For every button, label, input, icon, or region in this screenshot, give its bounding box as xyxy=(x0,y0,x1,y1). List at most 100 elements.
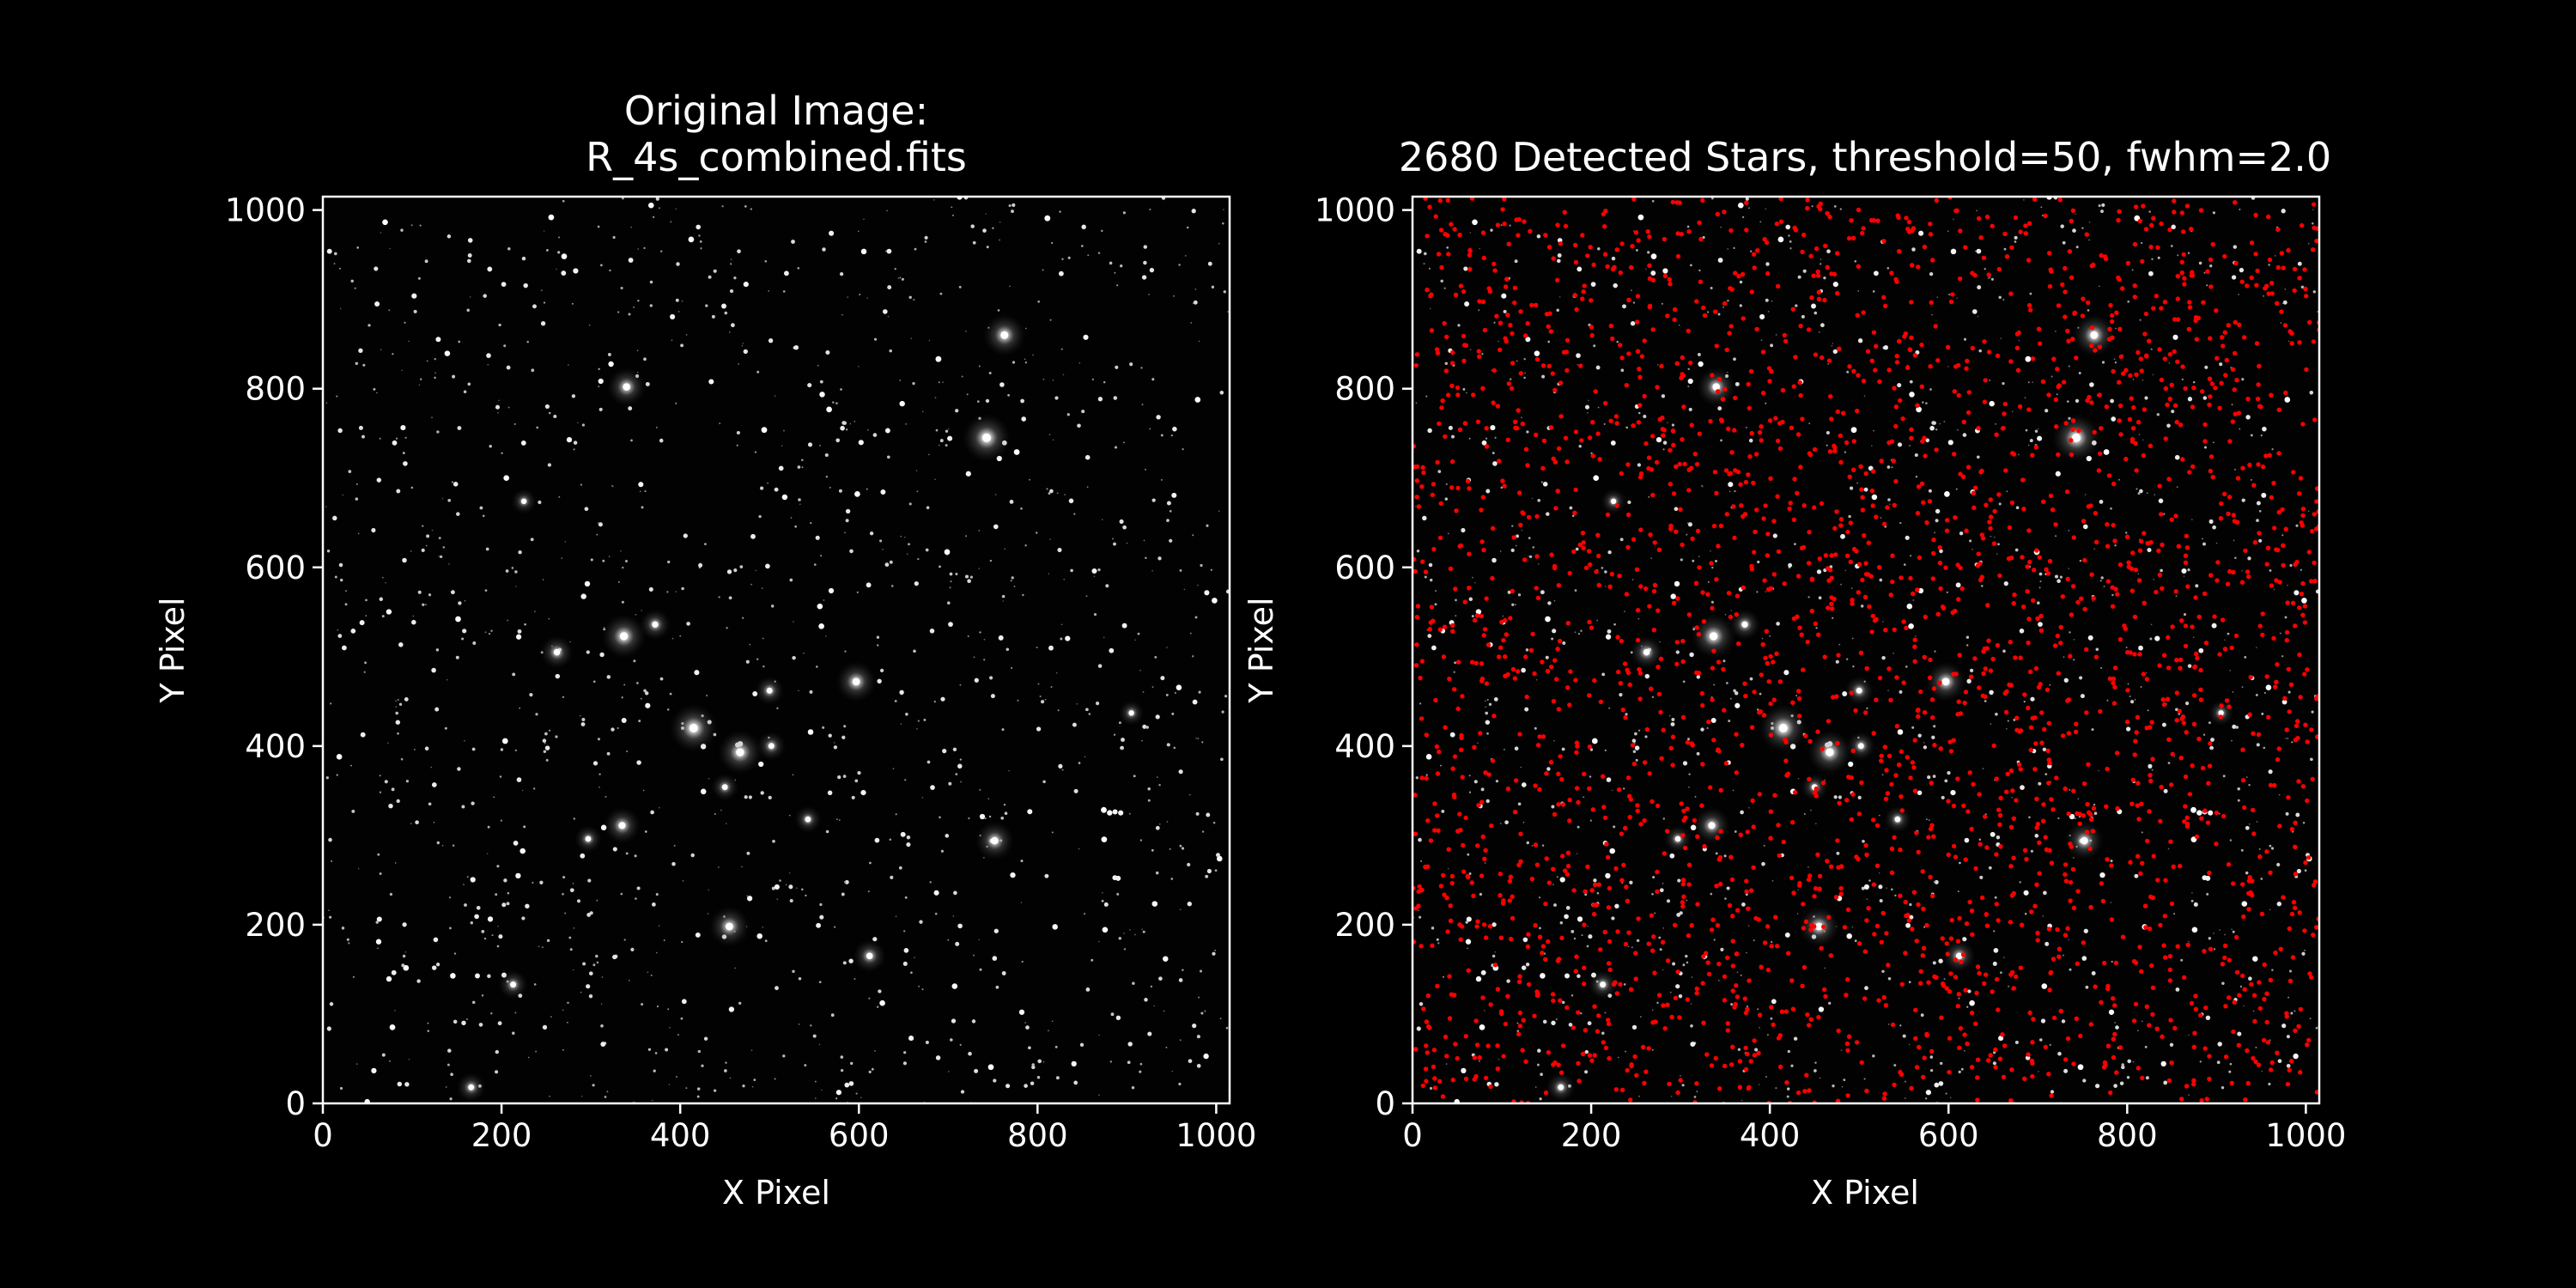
detected-star-marker xyxy=(2166,665,2172,671)
detected-star-marker xyxy=(1747,454,1753,459)
faint-star xyxy=(1606,777,1612,782)
detected-star-marker xyxy=(1516,233,1521,238)
faint-star xyxy=(1113,396,1118,400)
faint-star xyxy=(798,690,799,692)
detected-star-marker xyxy=(2163,386,2168,392)
detected-star-marker xyxy=(1743,693,1748,699)
faint-star xyxy=(1808,422,1811,425)
faint-star xyxy=(1492,557,1497,563)
detected-star-marker xyxy=(2002,1043,2008,1048)
detected-star-marker xyxy=(1945,951,1950,957)
faint-star xyxy=(945,444,948,447)
faint-star xyxy=(989,559,993,562)
detected-star-marker xyxy=(2310,776,2315,782)
detected-star-marker xyxy=(1743,479,1749,485)
detected-star-marker xyxy=(1546,880,1552,885)
faint-star xyxy=(658,925,660,927)
faint-star xyxy=(903,930,906,933)
faint-star xyxy=(790,517,793,519)
detected-star-marker xyxy=(2007,525,2013,531)
faint-star xyxy=(1947,366,1949,368)
detected-star-marker xyxy=(2276,407,2281,412)
faint-star xyxy=(1634,745,1640,750)
faint-star xyxy=(2269,1039,2271,1042)
faint-star xyxy=(1005,1084,1011,1089)
faint-star xyxy=(1149,267,1155,273)
faint-star xyxy=(1218,242,1220,245)
faint-star xyxy=(1938,958,1943,963)
detected-star-marker xyxy=(2311,933,2316,938)
faint-star xyxy=(1820,263,1822,265)
detected-star-marker xyxy=(2259,911,2265,917)
detected-star-marker xyxy=(2011,986,2016,991)
faint-star xyxy=(444,726,447,730)
detected-star-marker xyxy=(1856,590,1861,595)
faint-star xyxy=(2034,429,2038,433)
faint-star xyxy=(1678,993,1683,999)
faint-star xyxy=(788,814,791,817)
faint-star xyxy=(700,788,707,795)
faint-star xyxy=(449,1097,453,1101)
detected-star-marker xyxy=(2198,208,2204,213)
faint-star xyxy=(2036,554,2038,556)
faint-star xyxy=(825,475,829,478)
faint-star xyxy=(2114,361,2117,364)
faint-star xyxy=(431,416,433,419)
faint-star xyxy=(1984,700,1987,702)
detected-star-marker xyxy=(1899,981,1905,987)
faint-star xyxy=(1425,774,1428,776)
detected-star-marker xyxy=(1745,1051,1750,1057)
detected-star-marker xyxy=(1997,1056,2003,1061)
faint-star xyxy=(1415,506,1417,507)
faint-star xyxy=(641,1003,644,1006)
faint-star xyxy=(1109,1060,1112,1063)
faint-star xyxy=(2000,971,2002,975)
faint-star xyxy=(895,915,897,918)
faint-star xyxy=(1431,645,1437,651)
faint-star xyxy=(774,1078,776,1080)
faint-star xyxy=(1964,1050,1965,1052)
faint-star xyxy=(1145,726,1149,729)
faint-star xyxy=(441,845,444,847)
detected-star-marker xyxy=(2159,377,2165,383)
detected-star-marker xyxy=(2111,701,2117,706)
faint-star xyxy=(1864,986,1868,991)
detected-star-marker xyxy=(1969,1010,1975,1016)
detected-star-marker xyxy=(1757,430,1763,435)
faint-star xyxy=(849,422,852,425)
detected-star-marker xyxy=(1571,1025,1577,1030)
detected-star-marker xyxy=(2111,680,2116,686)
detected-star-marker xyxy=(2117,418,2122,423)
detected-star-marker xyxy=(2169,517,2174,522)
faint-star xyxy=(1950,1097,1952,1098)
faint-star xyxy=(2019,881,2021,884)
faint-star xyxy=(933,700,936,703)
detected-star-marker xyxy=(2093,984,2098,989)
faint-star xyxy=(1971,309,1978,314)
faint-star xyxy=(2160,568,2163,573)
detected-star-marker xyxy=(1945,518,1950,523)
detected-star-marker xyxy=(2041,818,2046,823)
detected-star-marker xyxy=(2289,911,2295,917)
faint-star xyxy=(2261,492,2267,498)
detected-star-marker xyxy=(1865,349,1871,354)
detected-star-marker xyxy=(1610,266,1616,272)
detected-star-marker xyxy=(1606,905,1612,910)
faint-star xyxy=(431,782,437,787)
detected-star-marker xyxy=(2093,654,2099,659)
detected-star-marker xyxy=(1652,970,1657,975)
detected-star-marker xyxy=(1885,505,1890,510)
detected-star-marker xyxy=(1675,596,1680,601)
faint-star xyxy=(750,583,753,586)
faint-star xyxy=(1604,1012,1607,1014)
faint-star xyxy=(1733,246,1735,250)
faint-star xyxy=(939,292,943,295)
detected-star-marker xyxy=(1702,843,1707,849)
faint-star xyxy=(1625,713,1628,716)
faint-star xyxy=(774,884,780,890)
detected-star-marker xyxy=(1904,216,1909,221)
bright-star-core xyxy=(1857,743,1864,750)
faint-star xyxy=(1428,562,1433,568)
faint-star xyxy=(488,632,491,635)
faint-star xyxy=(1502,615,1504,617)
